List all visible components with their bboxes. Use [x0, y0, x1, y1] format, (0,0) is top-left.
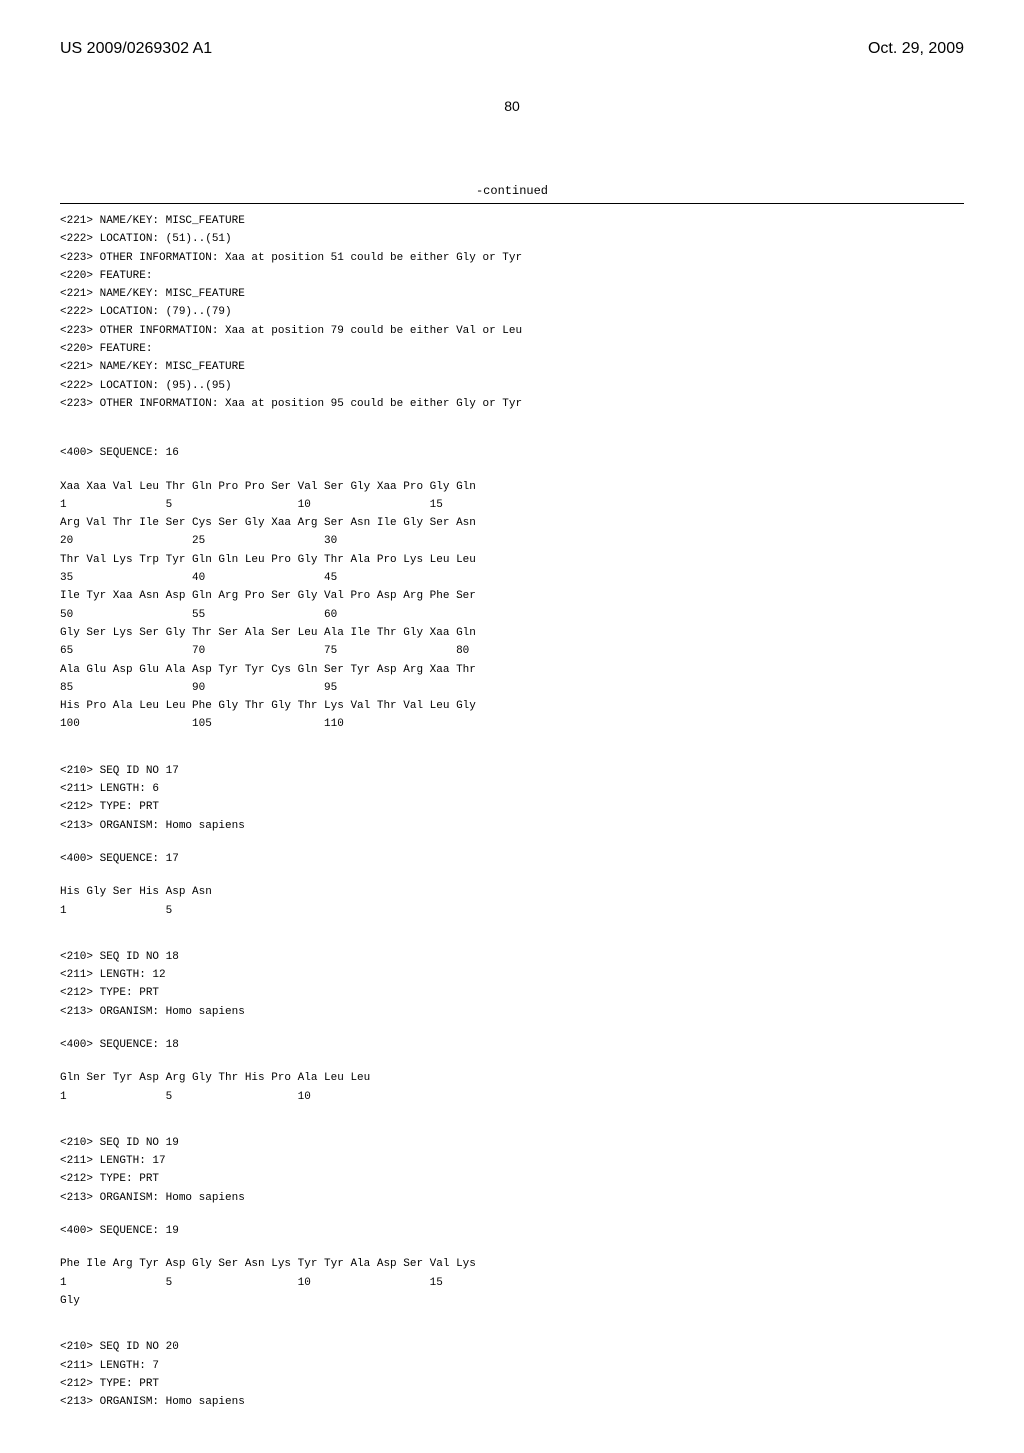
seq-header-line: <210> SEQ ID NO 20 [60, 1340, 964, 1354]
sequence-line: Arg Val Thr Ile Ser Cys Ser Gly Xaa Arg … [60, 516, 964, 530]
page-header: US 2009/0269302 A1 Oct. 29, 2009 [60, 40, 964, 58]
sequence-position: 1 5 10 [60, 1090, 964, 1104]
publication-number: US 2009/0269302 A1 [60, 40, 212, 58]
seq-header-line: <213> ORGANISM: Homo sapiens [60, 1005, 964, 1019]
seq-header-line: <212> TYPE: PRT [60, 1377, 964, 1391]
continued-label: -continued [60, 184, 964, 198]
seq-header-line: <211> LENGTH: 6 [60, 782, 964, 796]
sequence-17-header: <210> SEQ ID NO 17 <211> LENGTH: 6 <212>… [60, 764, 964, 833]
sequence-position: 65 70 75 80 [60, 644, 964, 658]
page-number: 80 [60, 98, 964, 114]
sequence-label: <400> SEQUENCE: 17 [60, 852, 964, 866]
feature-line: <222> LOCATION: (51)..(51) [60, 232, 964, 246]
seq-header-line: <211> LENGTH: 17 [60, 1154, 964, 1168]
sequence-label: <400> SEQUENCE: 18 [60, 1038, 964, 1052]
feature-line: <220> FEATURE: [60, 269, 964, 283]
sequence-line: Xaa Xaa Val Leu Thr Gln Pro Pro Ser Val … [60, 480, 964, 494]
sequence-line: His Gly Ser His Asp Asn [60, 885, 964, 899]
sequence-position: 85 90 95 [60, 681, 964, 695]
seq-header-line: <210> SEQ ID NO 17 [60, 764, 964, 778]
feature-line: <221> NAME/KEY: MISC_FEATURE [60, 360, 964, 374]
sequence-18-header: <210> SEQ ID NO 18 <211> LENGTH: 12 <212… [60, 950, 964, 1019]
sequence-position: 50 55 60 [60, 608, 964, 622]
seq-header-line: <213> ORGANISM: Homo sapiens [60, 819, 964, 833]
sequence-position: 1 5 10 15 [60, 1276, 964, 1290]
sequence-19-header: <210> SEQ ID NO 19 <211> LENGTH: 17 <212… [60, 1136, 964, 1205]
sequence-line: His Pro Ala Leu Leu Phe Gly Thr Gly Thr … [60, 699, 964, 713]
seq-header-line: <210> SEQ ID NO 19 [60, 1136, 964, 1150]
sequence-line: Gly [60, 1294, 964, 1308]
seq-header-line: <210> SEQ ID NO 18 [60, 950, 964, 964]
horizontal-rule [60, 203, 964, 204]
seq-header-line: <212> TYPE: PRT [60, 800, 964, 814]
feature-line: <221> NAME/KEY: MISC_FEATURE [60, 287, 964, 301]
feature-line: <223> OTHER INFORMATION: Xaa at position… [60, 397, 964, 411]
seq-header-line: <211> LENGTH: 12 [60, 968, 964, 982]
feature-line: <222> LOCATION: (79)..(79) [60, 305, 964, 319]
sequence-line: Phe Ile Arg Tyr Asp Gly Ser Asn Lys Tyr … [60, 1257, 964, 1271]
sequence-line: Ala Glu Asp Glu Ala Asp Tyr Tyr Cys Gln … [60, 663, 964, 677]
publication-date: Oct. 29, 2009 [868, 40, 964, 58]
sequence-position: 1 5 [60, 904, 964, 918]
sequence-label: <400> SEQUENCE: 19 [60, 1224, 964, 1238]
sequence-line: Ile Tyr Xaa Asn Asp Gln Arg Pro Ser Gly … [60, 589, 964, 603]
seq-header-line: <212> TYPE: PRT [60, 1172, 964, 1186]
sequence-label: <400> SEQUENCE: 16 [60, 446, 964, 460]
sequence-position: 35 40 45 [60, 571, 964, 585]
feature-line: <220> FEATURE: [60, 342, 964, 356]
feature-line: <221> NAME/KEY: MISC_FEATURE [60, 214, 964, 228]
sequence-position: 100 105 110 [60, 717, 964, 731]
sequence-line: Gln Ser Tyr Asp Arg Gly Thr His Pro Ala … [60, 1071, 964, 1085]
seq-header-line: <213> ORGANISM: Homo sapiens [60, 1191, 964, 1205]
feature-section: <221> NAME/KEY: MISC_FEATURE <222> LOCAT… [60, 214, 964, 411]
sequence-position: 1 5 10 15 [60, 498, 964, 512]
seq-header-line: <212> TYPE: PRT [60, 986, 964, 1000]
seq-header-line: <213> ORGANISM: Homo sapiens [60, 1395, 964, 1409]
sequence-20-header: <210> SEQ ID NO 20 <211> LENGTH: 7 <212>… [60, 1340, 964, 1409]
seq-header-line: <211> LENGTH: 7 [60, 1359, 964, 1373]
feature-line: <223> OTHER INFORMATION: Xaa at position… [60, 251, 964, 265]
sequence-line: Thr Val Lys Trp Tyr Gln Gln Leu Pro Gly … [60, 553, 964, 567]
feature-line: <222> LOCATION: (95)..(95) [60, 379, 964, 393]
sequence-position: 20 25 30 [60, 534, 964, 548]
sequence-16-body: Xaa Xaa Val Leu Thr Gln Pro Pro Ser Val … [60, 480, 964, 732]
feature-line: <223> OTHER INFORMATION: Xaa at position… [60, 324, 964, 338]
sequence-line: Gly Ser Lys Ser Gly Thr Ser Ala Ser Leu … [60, 626, 964, 640]
